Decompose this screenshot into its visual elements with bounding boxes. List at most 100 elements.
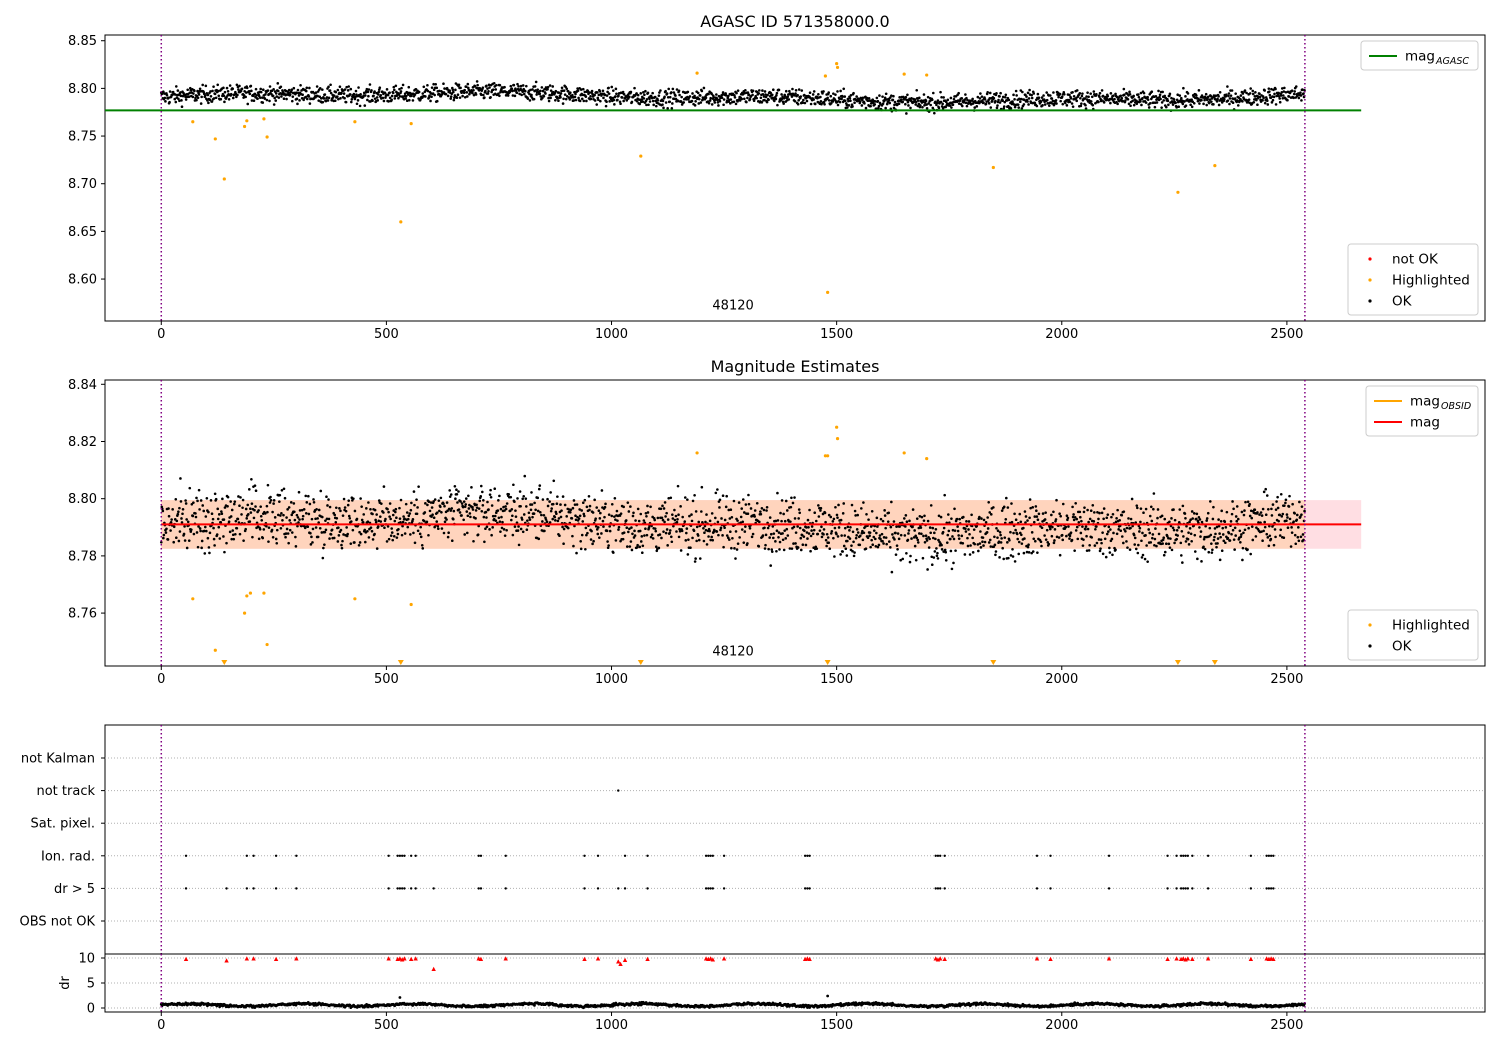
ok-point [946, 98, 950, 102]
ok-point [556, 519, 560, 523]
ok-point [215, 533, 219, 536]
ok-point [571, 534, 574, 538]
ok-point [777, 531, 781, 534]
ok-point [927, 546, 931, 549]
ok-point [394, 507, 398, 511]
ok-point [718, 506, 721, 509]
ok-point [194, 515, 198, 519]
ok-point [1140, 103, 1143, 107]
ok-point [1209, 500, 1212, 503]
ok-point [1081, 544, 1085, 547]
ok-point [849, 525, 852, 529]
ok-point [166, 538, 170, 541]
ok-point [736, 519, 739, 522]
ok-point [694, 510, 698, 513]
ok-point [845, 554, 849, 557]
ok-point [321, 100, 325, 104]
ok-point [933, 111, 936, 115]
ok-point [597, 509, 601, 513]
ok-point [1103, 537, 1107, 541]
ok-point [1028, 516, 1031, 520]
ok-point [562, 527, 566, 531]
ok-point [329, 83, 332, 87]
ok-point [471, 91, 474, 95]
ok-point [1265, 494, 1269, 497]
ok-point [197, 93, 201, 96]
ok-point [693, 104, 697, 107]
ok-point [467, 86, 470, 90]
ok-point [858, 543, 862, 547]
ok-point [304, 89, 308, 93]
ok-point [521, 530, 525, 534]
ok-point [721, 534, 724, 537]
ok-point [229, 515, 233, 518]
ok-point [584, 526, 588, 530]
ok-point [734, 530, 738, 533]
ok-point [1068, 93, 1071, 97]
ok-point [748, 97, 752, 101]
ok-point [560, 509, 563, 512]
ok-point [759, 512, 763, 516]
ok-point [978, 515, 981, 519]
ok-point [1168, 94, 1171, 98]
ok-point [1204, 524, 1207, 528]
ok-point [1188, 527, 1192, 530]
ok-point [191, 514, 195, 518]
highlighted-point [1176, 190, 1180, 194]
ok-point [905, 520, 909, 523]
ok-point [1232, 507, 1235, 511]
ok-point [905, 112, 908, 115]
ok-point [753, 515, 756, 518]
ok-point [1301, 88, 1304, 91]
ok-point [798, 526, 802, 530]
ok-point [373, 508, 377, 512]
ok-point [662, 530, 665, 533]
ok-point [822, 533, 825, 536]
ok-point [578, 508, 581, 511]
ok-point [652, 103, 655, 107]
ok-point [989, 106, 993, 109]
ok-point [628, 527, 631, 531]
flag-point [939, 887, 942, 890]
ok-point [254, 505, 257, 508]
ok-point [450, 539, 454, 543]
ok-point [1183, 512, 1187, 515]
ok-point [263, 97, 267, 100]
ok-point [847, 535, 850, 539]
ok-point [1282, 94, 1285, 97]
ok-point [1139, 520, 1142, 524]
ok-point [839, 553, 842, 556]
ok-point [343, 96, 346, 100]
ok-point [927, 102, 930, 105]
ok-point [876, 99, 880, 103]
ok-point [779, 511, 782, 515]
ok-point [837, 503, 840, 507]
ok-point [526, 519, 529, 522]
ok-point [743, 91, 747, 95]
ok-point [934, 527, 938, 531]
ok-point [187, 539, 191, 542]
ok-point [876, 525, 879, 528]
ok-point [407, 514, 411, 518]
ok-point [1178, 94, 1182, 97]
ok-point [341, 539, 344, 543]
ok-point [203, 94, 207, 97]
flag-point [274, 854, 278, 857]
flag-point [1049, 887, 1052, 890]
ok-point [819, 509, 822, 512]
ok-point [611, 96, 615, 100]
ok-point [485, 84, 488, 88]
ok-point [395, 94, 399, 98]
ok-point [1079, 515, 1082, 519]
ok-point [960, 104, 964, 108]
ok-point [817, 515, 821, 518]
ok-point [763, 90, 767, 93]
ok-point [1271, 98, 1275, 102]
ok-point [792, 542, 795, 545]
legend-label: not OK [1392, 252, 1439, 268]
ok-point [295, 513, 299, 517]
ok-point [1062, 92, 1066, 96]
ok-point [991, 99, 994, 103]
ok-point [1220, 509, 1223, 513]
ok-point [1253, 95, 1257, 98]
